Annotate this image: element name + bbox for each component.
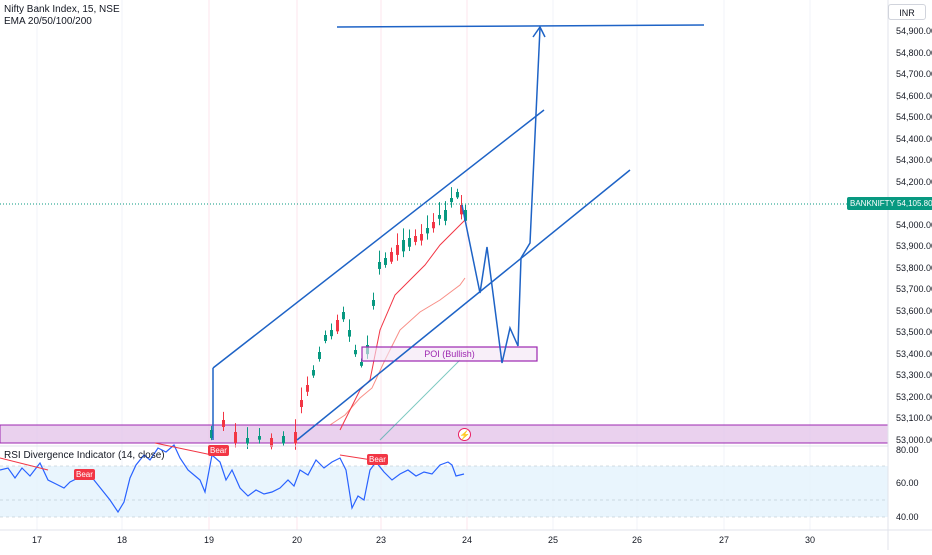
candle-body	[390, 252, 393, 262]
poi-zone	[361, 346, 538, 362]
lightning-icon[interactable]: ⚡	[458, 428, 471, 441]
price-axis-label: 54,400.00	[896, 133, 932, 144]
candle-body	[402, 240, 405, 252]
time-label: 27	[718, 535, 730, 545]
candle-body	[420, 234, 423, 241]
divergence-line	[154, 442, 213, 456]
candle-body	[456, 192, 459, 198]
candle-body	[324, 335, 327, 341]
time-label: 19	[203, 535, 215, 545]
candle-body	[312, 370, 315, 376]
candle-body	[318, 352, 321, 360]
rsi-band	[0, 466, 888, 517]
target-line	[336, 24, 705, 28]
bear-label: Bear	[367, 454, 388, 465]
candle-body	[300, 400, 303, 407]
price-axis-label: 54,700.00	[896, 69, 932, 80]
candle-body	[234, 432, 237, 443]
candle-body	[378, 262, 381, 269]
price-axis-label: 54,300.00	[896, 155, 932, 166]
price-axis-label: 53,400.00	[896, 348, 932, 359]
candle-body	[372, 300, 375, 306]
candle-body	[336, 320, 339, 332]
osc-axis-60: 60.00	[896, 478, 919, 488]
candle-body	[222, 420, 225, 427]
time-label: 24	[461, 535, 473, 545]
candle-body	[258, 436, 261, 440]
price-axis-label: 53,500.00	[896, 327, 932, 338]
currency-button[interactable]: INR	[888, 4, 926, 20]
time-label: 23	[375, 535, 387, 545]
time-label: 30	[804, 535, 816, 545]
chart-title[interactable]: Nifty Bank Index, 15, NSE	[4, 4, 120, 15]
candle-body	[438, 215, 441, 219]
price-axis-label: 53,800.00	[896, 262, 932, 273]
price-axis-label: 54,200.00	[896, 176, 932, 187]
price-axis-label: 53,600.00	[896, 305, 932, 316]
arrow-head	[532, 25, 546, 38]
candle-body	[246, 438, 249, 444]
candle-body	[444, 210, 447, 221]
channel-upper-line	[212, 109, 545, 369]
time-label: 26	[631, 535, 643, 545]
ema-20-line	[339, 219, 466, 431]
time-label: 18	[116, 535, 128, 545]
projected-path	[461, 27, 541, 364]
candle-body	[270, 438, 273, 448]
price-axis-label: 53,300.00	[896, 370, 932, 381]
last-price-value: 54,105.80	[896, 199, 932, 208]
time-label: 20	[291, 535, 303, 545]
time-label: 17	[31, 535, 43, 545]
candle-body	[464, 210, 467, 221]
ema-50-line	[329, 277, 466, 426]
candle-body	[348, 330, 351, 337]
candle-body	[384, 258, 387, 265]
divergence-line	[0, 457, 49, 471]
ema-100-line	[379, 359, 461, 441]
divergence-line	[339, 454, 373, 461]
osc-axis-40: 40.00	[896, 512, 919, 522]
osc-axis-80: 80.00	[896, 445, 919, 455]
candle-body	[282, 436, 285, 444]
bear-label: Bear	[74, 469, 95, 480]
candle-body	[342, 312, 345, 320]
price-axis-label: 54,900.00	[896, 26, 932, 36]
candle-body	[354, 350, 357, 355]
price-axis-label: 54,800.00	[896, 47, 932, 58]
candle-body	[450, 198, 453, 203]
channel-lower-line	[296, 169, 631, 441]
price-axis-label: 53,100.00	[896, 413, 932, 424]
bear-label: Bear	[208, 445, 229, 456]
candle-body	[396, 245, 399, 255]
price-axis-label: 54,500.00	[896, 112, 932, 123]
candle-body	[426, 228, 429, 234]
candle-body	[432, 222, 435, 229]
price-axis-label: 53,900.00	[896, 241, 932, 252]
support-zone	[0, 424, 889, 444]
last-price-tag: BANKNIFTY 54,105.80	[847, 197, 932, 210]
candle-body	[306, 385, 309, 392]
price-axis-label: 53,200.00	[896, 391, 932, 402]
price-axis-label: 53,000.00	[896, 435, 932, 445]
price-axis-label: 53,700.00	[896, 284, 932, 295]
time-label: 25	[547, 535, 559, 545]
candle-body	[294, 432, 297, 444]
candle-body	[360, 362, 363, 366]
candlesticks	[210, 187, 467, 450]
symbol-label: BANKNIFTY	[850, 199, 895, 208]
candle-body	[210, 430, 213, 439]
price-axis-label: 54,600.00	[896, 90, 932, 101]
candle-body	[414, 236, 417, 242]
candle-body	[330, 330, 333, 337]
price-axis-label: 54,000.00	[896, 219, 932, 230]
oscillator-title[interactable]: RSI Divergence Indicator (14, close)	[4, 450, 165, 461]
indicator-legend[interactable]: EMA 20/50/100/200	[4, 16, 92, 27]
poi-label: POI (Bullish)	[424, 349, 475, 359]
candle-body	[460, 205, 463, 215]
candle-body	[408, 238, 411, 247]
